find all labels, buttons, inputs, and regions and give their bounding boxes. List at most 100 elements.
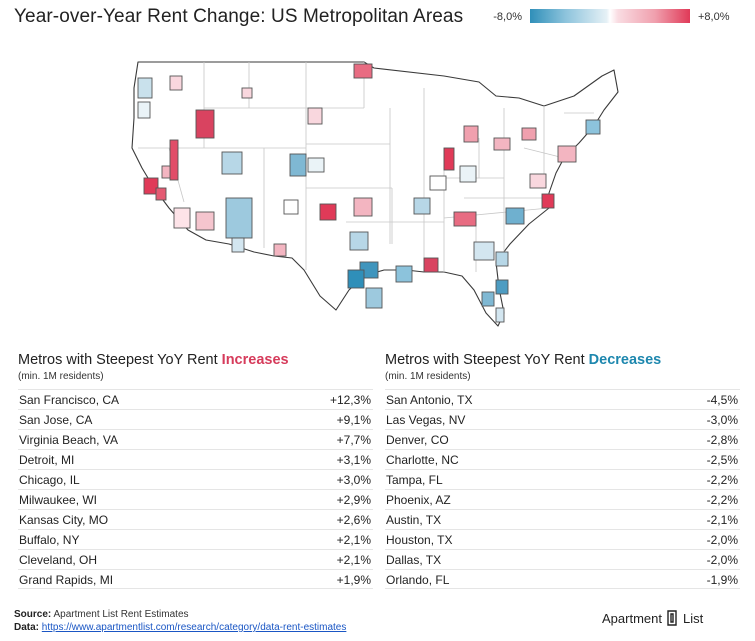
metro-name: Kansas City, MO (19, 513, 109, 527)
metro-value: +7,7% (336, 433, 371, 447)
metro-name: Houston, TX (386, 533, 453, 547)
metro-name: Las Vegas, NV (386, 413, 466, 427)
metro-name: Milwaukee, WI (19, 493, 98, 507)
metro-oklahoma (353, 197, 373, 217)
decreases-heading: Metros with Steepest YoY Rent Decreases (385, 352, 740, 368)
us-outline (131, 61, 619, 327)
metro-value: -2,8% (706, 433, 738, 447)
metro-minneapolis (307, 107, 323, 125)
metro-name: Charlotte, NC (386, 453, 459, 467)
metro-orlando (495, 279, 509, 295)
decreases-table: San Antonio, TX -4,5% Las Vegas, NV -3,0% De… (385, 389, 740, 589)
metro-value: -2,5% (706, 453, 738, 467)
metro-name: Dallas, TX (386, 553, 442, 567)
metro-buffalo (521, 127, 537, 141)
metro-new-orleans (423, 257, 439, 273)
metro-value: +2,9% (336, 493, 371, 507)
metro-milwaukee (443, 147, 455, 171)
metro-tampa (481, 291, 495, 307)
increases-table: San Francisco, CA +12,3% San Jose, CA +9,1%… (18, 389, 373, 589)
metro-name: Austin, TX (386, 513, 442, 527)
table-row: Cleveland, OH +2,1% (18, 549, 373, 569)
metro-portland (137, 101, 151, 119)
table-row: San Jose, CA +9,1% (18, 409, 373, 429)
table-row: Las Vegas, NV -3,0% (385, 409, 740, 429)
metro-san-francisco (143, 177, 159, 195)
table-row: Charlotte, NC -2,5% (385, 449, 740, 469)
metro-value: +2,6% (336, 513, 371, 527)
metro-jacksonville (495, 251, 509, 267)
us-outline-path (131, 61, 619, 327)
metro-spokane (169, 75, 183, 91)
metro-boston (585, 119, 601, 135)
table-row: Chicago, IL +3,0% (18, 469, 373, 489)
data-label: Data: (14, 622, 40, 633)
data-link[interactable]: https://www.apartmentlist.com/research/c… (41, 622, 347, 633)
table-row: San Antonio, TX -4,5% (385, 389, 740, 409)
metro-value: -4,5% (706, 393, 738, 407)
metro-kansas-city (319, 203, 337, 221)
metro-gulf (365, 287, 383, 309)
metro-name: Chicago, IL (19, 473, 80, 487)
metro-dc (529, 173, 547, 189)
footer: Source: Apartment List Rent Estimates Da… (14, 608, 346, 634)
metro-new-york (557, 145, 577, 163)
metro-st-louis (413, 197, 431, 215)
metro-mn (353, 63, 373, 79)
metro-name: Cleveland, OH (19, 553, 98, 567)
decreases-panel: Metros with Steepest YoY Rent Decreases … (385, 352, 740, 589)
legend-max-label: +8,0% (698, 11, 730, 23)
table-row: San Francisco, CA +12,3% (18, 389, 373, 409)
decreases-subtitle: (min. 1M residents) (385, 371, 471, 382)
metro-value: +2,1% (336, 553, 371, 567)
metro-el-paso (273, 243, 287, 257)
metro-value: -2,2% (706, 473, 738, 487)
increases-panel: Metros with Steepest YoY Rent Increases … (18, 352, 373, 589)
decreases-heading-emph: Decreases (588, 352, 662, 368)
metro-name: Buffalo, NY (19, 533, 80, 547)
metro-idaho (195, 109, 215, 139)
table-row: Denver, CO -2,8% (385, 429, 740, 449)
metro-detroit (463, 125, 479, 143)
metro-nevada-strip (169, 139, 179, 181)
metro-name: Orlando, FL (386, 573, 450, 587)
table-row: Detroit, MI +3,1% (18, 449, 373, 469)
metro-albuquerque (283, 199, 299, 215)
table-row: Dallas, TX -2,0% (385, 549, 740, 569)
chart-title: Year-over-Year Rent Change: US Metropoli… (14, 6, 464, 27)
metro-value: +12,3% (329, 393, 371, 407)
metro-name: Grand Rapids, MI (19, 573, 114, 587)
metro-chicago (429, 175, 447, 191)
table-row: Buffalo, NY +2,1% (18, 529, 373, 549)
metro-name: San Antonio, TX (386, 393, 473, 407)
metro-nashville (453, 211, 477, 227)
apartment-list-logo: Apartment List (602, 610, 703, 626)
table-row: Orlando, FL -1,9% (385, 569, 740, 589)
table-row: Virginia Beach, VA +7,7% (18, 429, 373, 449)
increases-heading-prefix: Metros with Steepest YoY Rent (18, 352, 222, 368)
metro-las-vegas (195, 211, 215, 231)
metro-virginia-beach (541, 193, 555, 209)
logo-mark-icon (667, 610, 677, 626)
table-row: Houston, TX -2,0% (385, 529, 740, 549)
metro-seattle (137, 77, 153, 99)
metro-value: +3,0% (336, 473, 371, 487)
metro-charlotte (505, 207, 525, 225)
metro-name: Detroit, MI (19, 453, 75, 467)
metro-san-jose (155, 187, 167, 201)
source-text: Apartment List Rent Estimates (51, 609, 189, 620)
metro-tucson (231, 237, 245, 253)
metro-value: -3,0% (706, 413, 738, 427)
data-line: Data: https://www.apartmentlist.com/rese… (14, 621, 346, 634)
metro-name: San Francisco, CA (19, 393, 120, 407)
metro-indianapolis (459, 165, 477, 183)
metro-salt-lake (221, 151, 243, 175)
us-metro-map (131, 61, 619, 327)
logo-text-right: List (682, 611, 704, 626)
metro-montana (241, 87, 253, 99)
metro-phoenix (225, 197, 253, 239)
metro-name: San Jose, CA (19, 413, 93, 427)
metro-value: -2,0% (706, 533, 738, 547)
metro-atlanta (473, 241, 495, 261)
metro-dallas (349, 231, 369, 251)
